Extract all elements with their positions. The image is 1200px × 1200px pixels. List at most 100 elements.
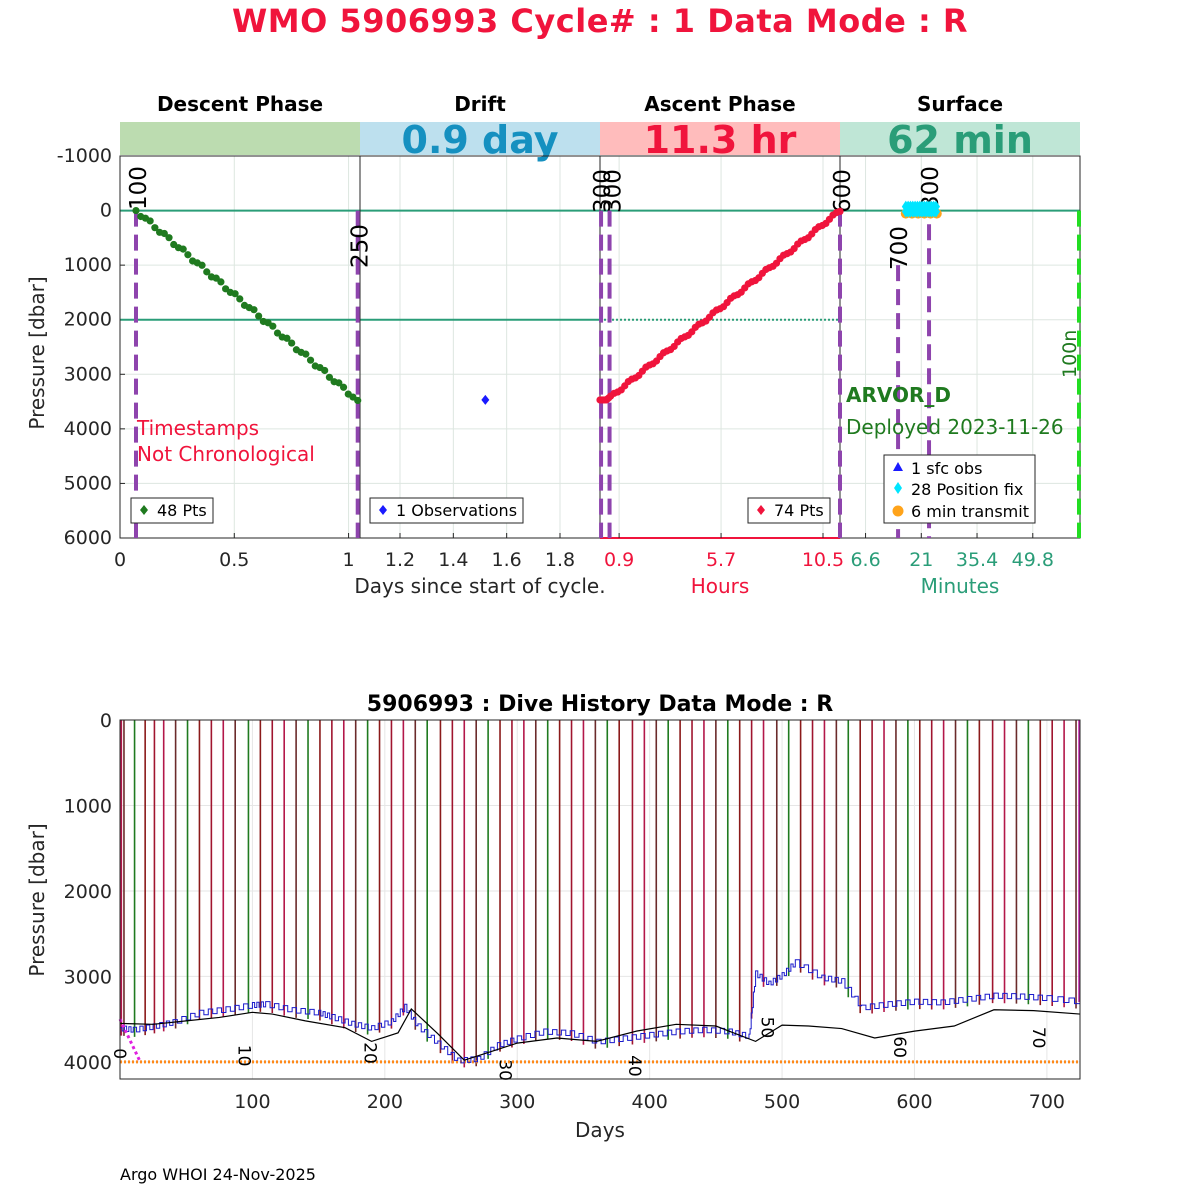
x-tick-label-drift: 1.8 <box>545 549 575 571</box>
descent-point <box>236 295 244 303</box>
bottom-x-tick-label: 400 <box>632 1091 668 1113</box>
bottom-x-tick-label: 300 <box>499 1091 535 1113</box>
legend-sfc-swatch <box>893 462 903 471</box>
footer-credit: Argo WHOI 24-Nov-2025 <box>120 1165 316 1184</box>
phase-title-ascent: Ascent Phase <box>644 92 795 116</box>
descent-point <box>203 268 211 276</box>
descent-point <box>165 234 173 242</box>
legend-sfc-text: 1 sfc obs <box>911 459 982 478</box>
phase-duration-surface: 62 min <box>887 118 1033 162</box>
x-tick-label-surface: 21 <box>909 549 933 571</box>
x-tick-label-surface: 49.8 <box>1012 549 1054 571</box>
x-axis-label-minutes: Minutes <box>921 574 1000 598</box>
legend-descent-text: 48 Pts <box>157 501 207 520</box>
legend-drift-text: 1 Observations <box>396 501 517 520</box>
descent-point <box>151 224 159 232</box>
bottom-x-tick-label: 500 <box>764 1091 800 1113</box>
ascent-marker-label: 300 <box>590 169 616 213</box>
ascent-marker-label: 600 <box>830 169 856 213</box>
bottom-y-tick-label: 3000 <box>64 966 112 988</box>
descent-point <box>269 322 277 330</box>
cycle-number-label: 20 <box>359 1042 379 1064</box>
drift-observation <box>481 394 490 405</box>
descent-point <box>250 306 258 314</box>
bottom-y-tick-label: 2000 <box>64 881 112 903</box>
phase-band-surface <box>840 122 1080 155</box>
y-tick-label: 3000 <box>64 363 112 385</box>
ascent-point <box>836 207 844 215</box>
legend-fix-text: 28 Position fix <box>911 480 1023 499</box>
phase-title-surface: Surface <box>917 92 1003 116</box>
position-fix-point <box>932 205 940 218</box>
legend-ascent-text: 74 Pts <box>774 501 824 520</box>
phase-duration-drift: 0.9 day <box>402 118 559 162</box>
projection-line <box>118 1018 142 1062</box>
descent-point <box>273 329 282 337</box>
bottom-x-tick-label: 700 <box>1029 1091 1065 1113</box>
descent-point <box>184 251 192 259</box>
x-tick-label-ascent: 10.5 <box>802 549 844 571</box>
y-tick-label: 5000 <box>64 472 112 494</box>
ascent-marker-label: 300 <box>601 169 627 213</box>
dive-history-title: 5906993 : Dive History Data Mode : R <box>367 692 833 717</box>
phase-title-descent: Descent Phase <box>157 92 323 116</box>
bottom-axes-frame <box>119 719 1081 1080</box>
descent-point <box>339 383 348 391</box>
descent-point <box>283 334 291 342</box>
descent-marker-label: 250 <box>348 224 374 268</box>
bottom-x-tick-label: 200 <box>367 1091 403 1113</box>
descent-point <box>198 261 206 269</box>
bottom-x-axis-label: Days <box>575 1118 625 1142</box>
descent-point <box>302 350 310 358</box>
x-tick-label-drift: 1.2 <box>385 549 415 571</box>
cycle-number-label: 50 <box>757 1017 777 1039</box>
x-tick-label-surface: 35.4 <box>956 549 998 571</box>
y-axis-label: Pressure [dbar] <box>25 276 49 429</box>
cycle-number-label: 70 <box>1028 1027 1048 1049</box>
x-tick-label-surface: 6.6 <box>850 549 880 571</box>
descent-point <box>325 373 334 381</box>
bottom-y-axis-label: Pressure [dbar] <box>25 823 49 976</box>
y-tick-label: -1000 <box>57 145 112 167</box>
cycle-number-label: 40 <box>624 1055 644 1077</box>
x-axis-label-days: Days since start of cycle. <box>354 574 605 598</box>
legend-drift <box>369 497 524 524</box>
y-tick-label: 1000 <box>64 254 112 276</box>
descent-point <box>306 356 315 364</box>
descent-point <box>132 206 140 215</box>
legend-fix-swatch <box>894 482 902 494</box>
annotation-not-chronological: Not Chronological <box>137 442 315 466</box>
x-tick-label-ascent: 0.9 <box>604 549 634 571</box>
descent-point <box>179 245 187 253</box>
legend-transmit-text: 6 min transmit <box>911 502 1029 521</box>
x-axis-label-hours: Hours <box>691 574 750 598</box>
x-tick-label-drift: 1.6 <box>492 549 522 571</box>
legend-descent-swatch <box>140 505 148 515</box>
bottom-x-tick-label: 100 <box>234 1091 270 1113</box>
bottom-y-tick-label: 0 <box>100 710 112 732</box>
descent-point <box>146 217 154 225</box>
legend-descent <box>130 497 214 524</box>
bottom-y-tick-label: 1000 <box>64 795 112 817</box>
descent-marker-label: 100 <box>126 166 152 210</box>
seafloor-bathymetry <box>120 959 1081 1064</box>
descent-point <box>335 379 343 387</box>
x-tick-label-ascent: 5.7 <box>706 549 736 571</box>
phase-duration-ascent: 11.3 hr <box>644 118 797 162</box>
cycle-number-label: 60 <box>889 1036 909 1058</box>
bottom-x-tick-label: 600 <box>896 1091 932 1113</box>
bottom-y-tick-label: 4000 <box>64 1052 112 1074</box>
legend-drift-swatch <box>379 505 387 515</box>
phase-band-ascent <box>600 122 840 155</box>
legend-surface <box>883 454 1036 524</box>
figure-title: WMO 5906993 Cycle# : 1 Data Mode : R <box>231 2 969 40</box>
y-tick-label: 4000 <box>64 418 112 440</box>
descent-point <box>321 366 329 375</box>
phase-title-drift: Drift <box>454 92 506 116</box>
phase-band-descent <box>120 122 360 155</box>
x-tick-label-descent: 0.5 <box>219 549 249 571</box>
x-tick-label-descent: 0 <box>114 549 126 571</box>
legend-ascent-swatch <box>757 505 765 515</box>
y-tick-label: 2000 <box>64 309 112 331</box>
